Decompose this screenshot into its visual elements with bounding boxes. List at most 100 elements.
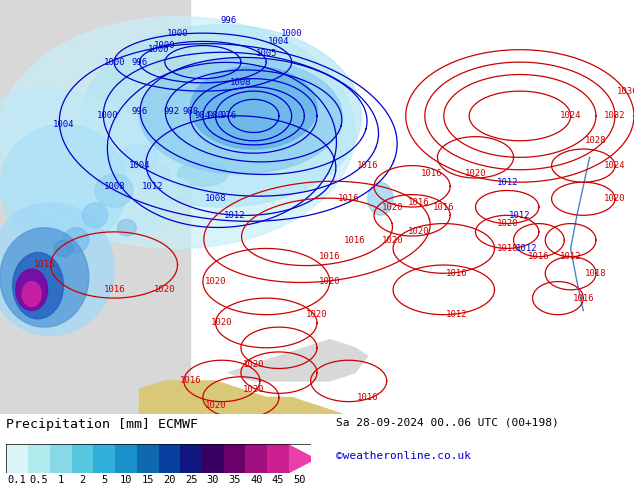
Text: 1012: 1012	[496, 178, 518, 187]
Ellipse shape	[95, 174, 133, 207]
Ellipse shape	[54, 240, 73, 257]
Text: 1016: 1016	[103, 285, 125, 294]
Text: 996: 996	[131, 58, 148, 67]
Text: 1020: 1020	[154, 285, 176, 294]
Text: 1028: 1028	[585, 136, 607, 145]
Text: 45: 45	[272, 475, 284, 485]
Bar	[28, 444, 50, 473]
Text: 1012: 1012	[509, 211, 531, 220]
Text: 1000: 1000	[148, 45, 169, 54]
Ellipse shape	[0, 88, 176, 243]
Text: 1012: 1012	[224, 211, 245, 220]
Text: 15: 15	[141, 475, 154, 485]
Text: 40: 40	[250, 475, 262, 485]
Text: Precipitation [mm] ECMWF: Precipitation [mm] ECMWF	[6, 418, 198, 431]
Ellipse shape	[368, 182, 393, 215]
Polygon shape	[228, 340, 368, 381]
Ellipse shape	[165, 178, 190, 195]
Polygon shape	[171, 149, 190, 162]
Polygon shape	[289, 444, 317, 473]
Bar	[202, 444, 224, 473]
Text: 1000: 1000	[154, 41, 176, 50]
Text: 1000: 1000	[167, 28, 188, 38]
Text: 35: 35	[228, 475, 241, 485]
Ellipse shape	[139, 58, 342, 174]
Text: 1016: 1016	[528, 252, 550, 261]
Polygon shape	[190, 141, 222, 166]
Text: 1020: 1020	[211, 318, 233, 327]
Text: 1004: 1004	[268, 37, 290, 46]
Text: 1005: 1005	[256, 49, 277, 58]
Text: 1020: 1020	[205, 277, 226, 286]
Text: 1018: 1018	[496, 244, 518, 253]
Text: 1008: 1008	[103, 182, 125, 191]
Text: 988: 988	[182, 107, 198, 116]
Bar	[224, 444, 245, 473]
Text: 1016: 1016	[573, 294, 594, 303]
Text: 1016: 1016	[338, 194, 359, 203]
Text: 20: 20	[163, 475, 176, 485]
Text: 25: 25	[185, 475, 197, 485]
Text: 1004: 1004	[53, 120, 74, 129]
Bar	[245, 444, 267, 473]
Text: 1012: 1012	[141, 182, 163, 191]
Ellipse shape	[0, 124, 127, 248]
Text: 1012: 1012	[515, 244, 537, 253]
Text: 1020: 1020	[465, 170, 486, 178]
Bar	[180, 444, 202, 473]
Polygon shape	[178, 74, 241, 124]
Text: 1016: 1016	[34, 261, 55, 270]
Ellipse shape	[82, 25, 361, 207]
Ellipse shape	[165, 141, 228, 174]
Text: 1032: 1032	[604, 111, 626, 121]
Text: 30: 30	[207, 475, 219, 485]
Text: 1016: 1016	[446, 269, 467, 278]
Ellipse shape	[0, 17, 355, 248]
Text: 10: 10	[120, 475, 132, 485]
Text: 5: 5	[101, 475, 107, 485]
Text: 1020: 1020	[382, 236, 404, 245]
Text: 1000: 1000	[103, 58, 125, 67]
Text: 1024: 1024	[560, 111, 581, 121]
Bar	[267, 444, 289, 473]
Ellipse shape	[0, 228, 89, 327]
Text: 1016: 1016	[357, 161, 378, 170]
Ellipse shape	[63, 228, 89, 252]
Bar	[115, 444, 137, 473]
Text: 1016: 1016	[420, 170, 442, 178]
Text: 2: 2	[79, 475, 86, 485]
Bar	[72, 444, 93, 473]
Polygon shape	[139, 381, 342, 414]
Text: 996: 996	[220, 16, 236, 25]
Text: 976: 976	[220, 111, 236, 121]
Text: 1008: 1008	[205, 194, 226, 203]
Text: 1024: 1024	[604, 161, 626, 170]
Ellipse shape	[178, 162, 228, 186]
Bar	[6, 444, 28, 473]
Text: 992: 992	[163, 107, 179, 116]
Text: 1036: 1036	[617, 87, 634, 96]
Text: 984: 984	[195, 111, 211, 121]
Bar	[137, 444, 158, 473]
Ellipse shape	[155, 58, 200, 74]
Text: 0.1: 0.1	[8, 475, 27, 485]
Text: 1018: 1018	[585, 269, 607, 278]
Ellipse shape	[0, 203, 114, 335]
Ellipse shape	[190, 66, 317, 149]
Text: 1020: 1020	[306, 310, 328, 319]
Text: 1016: 1016	[319, 252, 340, 261]
Text: 0.5: 0.5	[30, 475, 48, 485]
Bar	[93, 444, 115, 473]
Text: 1000: 1000	[97, 111, 119, 121]
Text: 980: 980	[207, 111, 224, 121]
Bar	[50, 444, 72, 473]
Text: 1016: 1016	[433, 202, 455, 212]
Ellipse shape	[146, 166, 171, 182]
Text: 1012: 1012	[446, 310, 467, 319]
Text: 1020: 1020	[243, 360, 264, 369]
Text: 1: 1	[58, 475, 64, 485]
Text: 1012: 1012	[560, 252, 581, 261]
Ellipse shape	[120, 145, 158, 170]
Text: 1016: 1016	[408, 198, 429, 207]
Text: 1016: 1016	[344, 236, 366, 245]
